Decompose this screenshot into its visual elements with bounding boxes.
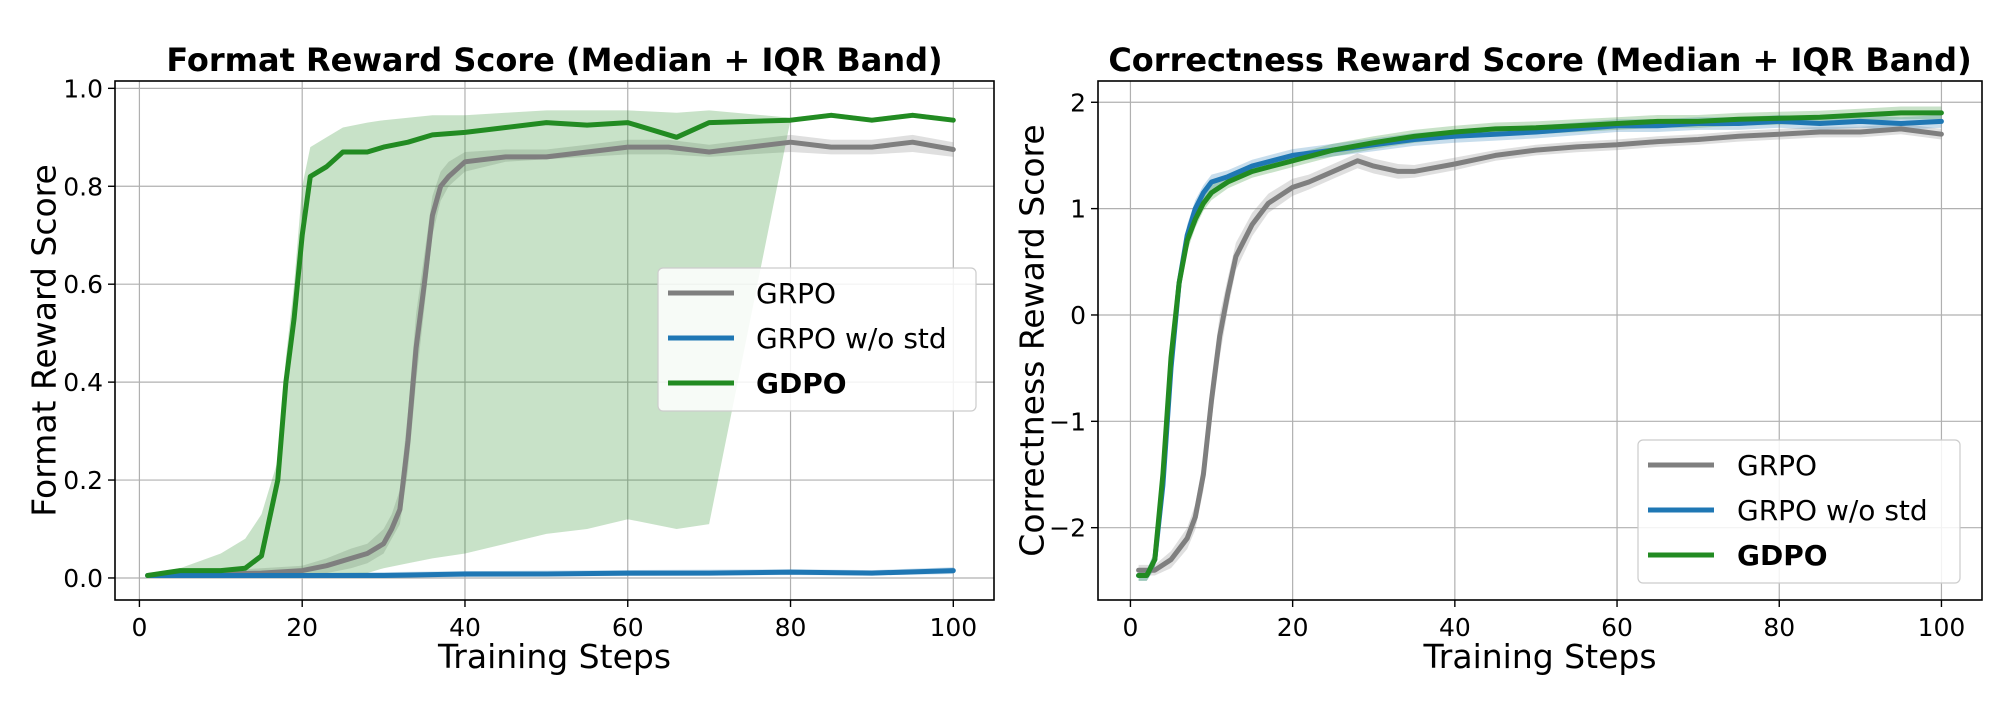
y-tick-label: 0.2 [63, 466, 103, 495]
x-tick-label: 40 [1439, 613, 1471, 642]
x-tick-label: 0 [1122, 613, 1138, 642]
plot-frame [1097, 80, 1983, 601]
x-tick-label: 80 [1763, 613, 1795, 642]
x-tick-label: 100 [929, 613, 977, 642]
x-tick-label: 20 [286, 613, 318, 642]
legend-box [657, 267, 977, 412]
x-tick-label: 60 [612, 613, 644, 642]
legend: GRPO GRPO w/o std GDPO [657, 267, 977, 412]
x-tick-label: 40 [449, 613, 481, 642]
legend-label-grpo-w-o-std: GRPO w/o std [756, 322, 947, 355]
legend-box [1637, 439, 1961, 584]
y-tick-label: 0.8 [63, 172, 103, 201]
legend-label-grpo-w-o-std: GRPO w/o std [1737, 494, 1928, 527]
format-reward-chart: 0 20 40 60 80 100 0.0 0.2 0.4 0.6 0.8 1.0 Format Re… [25, 41, 995, 676]
y-tick-label: −1 [1049, 407, 1086, 436]
legend-label-grpo: GRPO [1737, 449, 1817, 482]
legend-label-grpo: GRPO [756, 277, 836, 310]
y-tick-label: 1.0 [63, 74, 103, 103]
x-tick-label: 20 [1277, 613, 1309, 642]
y-tick-label: 0.0 [63, 564, 103, 593]
y-axis-label: Correctness Reward Score [1013, 124, 1052, 556]
y-tick-label: 0.4 [63, 368, 103, 397]
y-tick-label: 2 [1070, 88, 1086, 117]
y-tick-label: 0.6 [63, 270, 103, 299]
legend: GRPO GRPO w/o std GDPO [1637, 439, 1961, 584]
x-axis-label: Training Steps [437, 637, 671, 676]
series-line-gdpo [1136, 110, 1944, 578]
iqr-band-gdpo [147, 110, 954, 579]
y-axis-label: Format Reward Score [25, 164, 64, 517]
legend-label-gdpo: GDPO [1737, 539, 1828, 572]
x-axis-label: Training Steps [1422, 637, 1656, 676]
y-tick-label: 1 [1070, 195, 1086, 224]
chart-title: Correctness Reward Score (Median + IQR B… [1108, 41, 1971, 79]
series-line-grpo-w-o-std [145, 568, 956, 578]
x-tick-label: 0 [131, 613, 147, 642]
series-line-grpo [1136, 126, 1944, 573]
x-tick-label: 100 [1918, 613, 1966, 642]
y-tick-label: −2 [1049, 514, 1086, 543]
chart-title: Format Reward Score (Median + IQR Band) [166, 41, 942, 79]
legend-label-gdpo: GDPO [756, 367, 847, 400]
correctness-reward-chart: 0 20 40 60 80 100 −2 −1 0 1 2 Correctness Reward S… [1013, 41, 1983, 676]
x-tick-label: 80 [775, 613, 807, 642]
series-line-gdpo [145, 112, 956, 578]
series-line-grpo [145, 139, 956, 578]
x-tick-label: 60 [1601, 613, 1633, 642]
plot-frame [114, 80, 995, 601]
y-tick-label: 0 [1070, 301, 1086, 330]
